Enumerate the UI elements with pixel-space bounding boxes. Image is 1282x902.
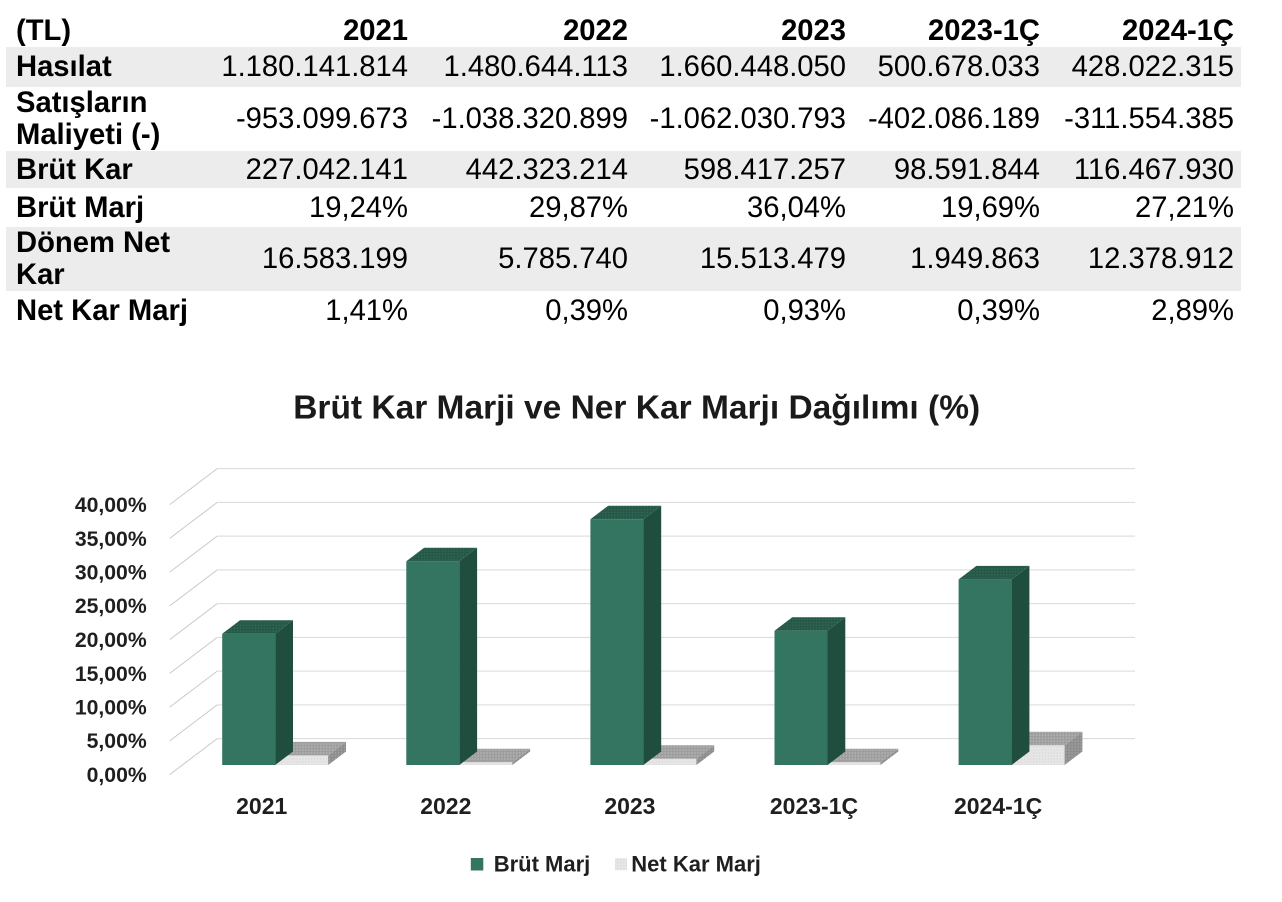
svg-text:5,00%: 5,00% [87, 730, 147, 753]
svg-text:30,00%: 30,00% [75, 562, 147, 585]
svg-text:20,00%: 20,00% [75, 629, 147, 652]
svg-text:35,00%: 35,00% [75, 528, 147, 551]
svg-text:2021: 2021 [236, 793, 287, 819]
svg-text:2023: 2023 [604, 793, 655, 819]
svg-text:Brüt Kar Marji ve Ner Kar Marj: Brüt Kar Marji ve Ner Kar Marjı Dağılımı… [293, 390, 980, 427]
svg-text:15,00%: 15,00% [75, 663, 147, 686]
svg-text:2022: 2022 [420, 793, 471, 819]
svg-text:2023-1Ç: 2023-1Ç [770, 793, 858, 819]
svg-text:0,00%: 0,00% [87, 764, 147, 787]
svg-text:Brüt Marj: Brüt Marj [494, 852, 591, 877]
svg-text:2024-1Ç: 2024-1Ç [954, 793, 1042, 819]
svg-text:Net Kar Marj: Net Kar Marj [631, 852, 761, 877]
svg-text:40,00%: 40,00% [75, 494, 147, 517]
svg-text:25,00%: 25,00% [75, 595, 147, 618]
svg-text:10,00%: 10,00% [75, 697, 147, 720]
